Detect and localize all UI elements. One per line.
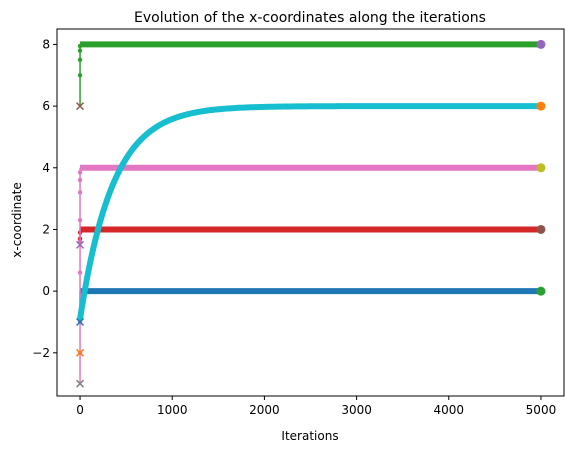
axes-frame — [56, 28, 565, 397]
end-marker — [536, 101, 546, 111]
end-marker — [536, 224, 546, 234]
axis-ticks: 0 1000 2000 3000 4000 5000 −2 0 2 4 6 8 — [32, 37, 556, 417]
x-tick-label: 5000 — [526, 403, 557, 417]
start-marker-stroke — [76, 348, 85, 357]
start-marker-stroke — [76, 240, 85, 249]
plot-area — [76, 39, 546, 388]
start-marker — [76, 102, 85, 111]
y-axis-title: x-coordinate — [10, 182, 24, 257]
y-tick-label: −2 — [32, 346, 50, 360]
x-axis-title: Iterations — [281, 429, 338, 443]
x-tick-label: 4000 — [433, 403, 464, 417]
chart-title: Evolution of the x-coordinates along the… — [134, 10, 486, 26]
y-tick-label: 2 — [42, 222, 50, 236]
x-tick-label: 1000 — [157, 403, 188, 417]
y-tick-label: 4 — [42, 161, 50, 175]
start-marker-stroke — [76, 317, 85, 327]
y-tick-label: 0 — [42, 284, 50, 298]
start-marker — [76, 348, 85, 357]
end-marker — [536, 39, 546, 49]
start-marker — [76, 240, 85, 249]
x-tick-label: 3000 — [341, 403, 372, 417]
y-tick-label: 6 — [42, 99, 50, 113]
y-tick-label: 8 — [42, 37, 50, 51]
series-line — [77, 103, 544, 322]
end-marker — [536, 286, 546, 296]
start-marker-stroke — [76, 102, 85, 111]
start-marker — [76, 317, 85, 327]
x-tick-label: 0 — [76, 403, 84, 417]
end-marker — [536, 163, 546, 173]
start-marker — [76, 379, 85, 388]
x-tick-label: 2000 — [249, 403, 280, 417]
start-marker-stroke — [76, 379, 85, 388]
